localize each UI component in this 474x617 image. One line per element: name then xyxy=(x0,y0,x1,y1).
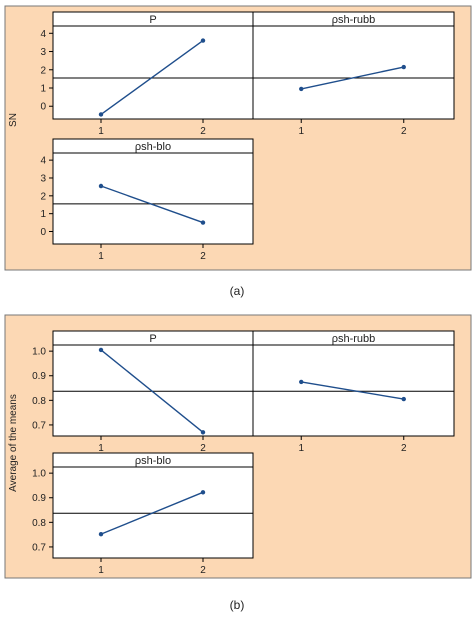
panel-title: ρsh-rubb xyxy=(332,333,376,345)
data-point xyxy=(299,379,304,385)
x-tick-label: 1 xyxy=(98,565,104,576)
y-tick-label: 0.8 xyxy=(32,518,46,529)
data-point xyxy=(401,396,406,402)
panel-1: P 0 1 2 3 4 1 2 xyxy=(40,11,254,137)
y-tick-label: 0.9 xyxy=(32,371,46,382)
panel-title: P xyxy=(149,333,156,345)
data-point xyxy=(200,220,206,225)
y-tick-label: 1.0 xyxy=(32,347,46,358)
data-point xyxy=(200,430,206,435)
data-point xyxy=(299,86,304,92)
y-axis-label: Average of the means xyxy=(8,394,19,492)
panel-frame xyxy=(52,138,254,245)
x-tick-label: 1 xyxy=(298,126,304,137)
y-tick-label: 0 xyxy=(40,227,46,238)
panel-2: ρsh-rubb 1 2 xyxy=(252,11,455,137)
panel-2: ρsh-rubb 1 2 xyxy=(252,330,455,454)
panel-frame xyxy=(252,11,455,120)
caption-a: (a) xyxy=(229,284,245,298)
panel-title: ρsh-blo xyxy=(135,455,171,467)
x-tick-label: 2 xyxy=(401,126,407,137)
y-tick-label: 3 xyxy=(40,47,46,58)
x-tick-label: 2 xyxy=(200,251,206,262)
x-tick-label: 1 xyxy=(98,126,104,137)
y-tick-label: 0.7 xyxy=(32,420,46,431)
y-tick-label: 2 xyxy=(40,191,46,202)
panel-3: ρsh-blo 0.7 0.8 0.9 1.0 1 2 xyxy=(32,452,254,576)
y-tick-label: 0.7 xyxy=(32,542,46,553)
y-tick-label: 0.8 xyxy=(32,396,46,407)
panel-3: ρsh-blo 0 1 2 3 4 1 2 xyxy=(40,138,254,262)
series-line xyxy=(100,185,204,224)
data-point xyxy=(401,64,406,70)
x-tick-label: 1 xyxy=(98,251,104,262)
y-tick-label: 1.0 xyxy=(32,469,46,480)
y-tick-label: 1 xyxy=(40,84,46,95)
y-tick-label: 2 xyxy=(40,65,46,76)
y-tick-label: 3 xyxy=(40,173,46,184)
series-line xyxy=(100,349,204,433)
panel-frame xyxy=(52,11,254,120)
x-tick-label: 1 xyxy=(98,443,104,454)
panel-title: ρsh-blo xyxy=(135,141,171,153)
y-tick-label: 1 xyxy=(40,209,46,220)
data-point xyxy=(200,38,206,43)
y-tick-label: 4 xyxy=(40,156,46,167)
data-point xyxy=(200,490,206,495)
series-line xyxy=(301,381,404,400)
caption-b: (b) xyxy=(229,598,245,612)
x-tick-label: 2 xyxy=(200,126,206,137)
x-tick-label: 2 xyxy=(200,565,206,576)
series-line xyxy=(301,66,404,90)
x-tick-label: 2 xyxy=(200,443,206,454)
data-point xyxy=(98,183,104,189)
data-point xyxy=(98,112,104,117)
panel-frame xyxy=(252,330,455,437)
panel-frame xyxy=(52,452,254,559)
series-line xyxy=(100,40,204,116)
y-tick-label: 0 xyxy=(40,102,46,113)
series-line xyxy=(100,491,204,535)
chart-a: SN P 0 1 2 3 4 1 2 ρsh-rubb 1 2 ρsh-blo 0 1 2 3 4 1 2 xyxy=(4,5,472,271)
data-point xyxy=(98,531,104,537)
x-tick-label: 2 xyxy=(401,443,407,454)
panel-title: ρsh-rubb xyxy=(332,14,376,26)
panel-title: P xyxy=(149,14,156,26)
x-tick-label: 1 xyxy=(298,443,304,454)
panel-1: P 0.7 0.8 0.9 1.0 1 2 xyxy=(32,330,254,454)
data-point xyxy=(98,347,104,353)
y-tick-label: 4 xyxy=(40,29,46,40)
y-tick-label: 0.9 xyxy=(32,493,46,504)
panel-frame xyxy=(52,330,254,437)
y-axis-label: SN xyxy=(8,113,19,127)
